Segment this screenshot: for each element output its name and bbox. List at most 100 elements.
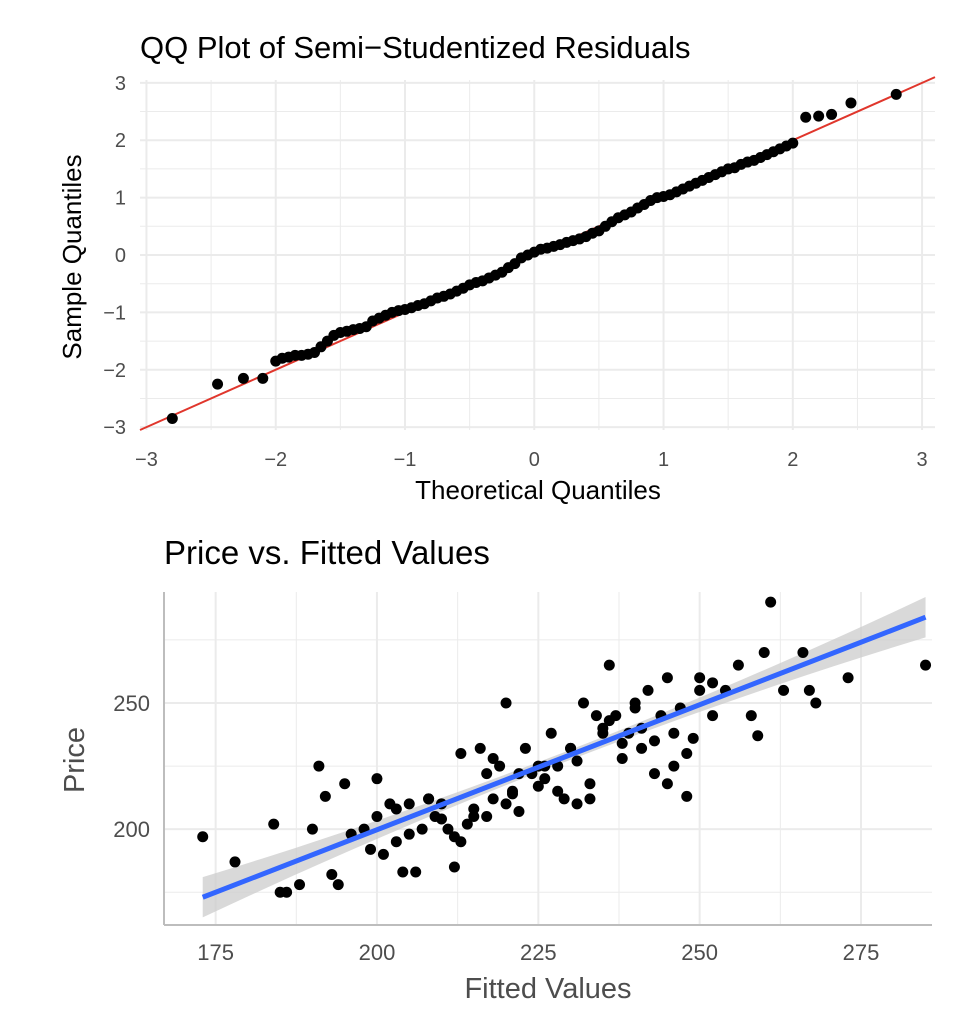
fitted-y-axis-title: Price — [59, 727, 91, 793]
fitted-point — [306, 823, 318, 835]
fitted-point — [661, 778, 673, 790]
qq-y-tick-labels: −3 −2 −1 0 1 2 3 — [103, 73, 126, 439]
fitted-point — [810, 697, 822, 709]
qq-point — [890, 88, 902, 100]
fitted-point — [778, 684, 790, 696]
qq-plot-title: QQ Plot of Semi−Studentized Residuals — [140, 30, 691, 65]
qq-point — [257, 372, 269, 384]
qq-points — [166, 88, 902, 425]
fitted-point — [797, 647, 809, 659]
fitted-point — [423, 793, 435, 805]
fitted-point — [539, 773, 551, 785]
fitted-point — [642, 684, 654, 696]
fitted-point — [448, 831, 460, 843]
fitted-point — [694, 684, 706, 696]
fitted-point — [765, 596, 777, 608]
fitted-point — [455, 747, 467, 759]
fitted-point — [403, 828, 415, 840]
fitted-point — [668, 727, 680, 739]
fitted-point — [545, 727, 557, 739]
fitted-point — [500, 697, 512, 709]
fitted-regression-line-segment — [201, 614, 927, 900]
fitted-point — [584, 778, 596, 790]
fitted-point — [681, 790, 693, 802]
qq-x-tick-label: −3 — [135, 449, 158, 471]
fitted-point — [687, 732, 699, 744]
fitted-point — [803, 684, 815, 696]
fitted-point — [732, 659, 744, 671]
fitted-point — [339, 778, 351, 790]
fitted-point — [842, 672, 854, 684]
qq-x-tick-label: 1 — [658, 449, 669, 471]
fitted-point — [758, 647, 770, 659]
fitted-plot-title: Price vs. Fitted Values — [164, 534, 490, 571]
fitted-point — [390, 836, 402, 848]
fitted-point — [507, 788, 519, 800]
fitted-point — [636, 742, 648, 754]
fitted-point — [661, 672, 673, 684]
fitted-point — [745, 710, 757, 722]
fitted-point — [468, 803, 480, 815]
qq-plot: QQ Plot of Semi−Studentized Residuals −3… — [57, 30, 936, 505]
fitted-point — [532, 780, 544, 792]
fitted-y-tick-label: 200 — [113, 817, 150, 842]
qq-y-tick-label: 1 — [115, 188, 126, 210]
fitted-point — [590, 710, 602, 722]
fitted-point — [377, 848, 389, 860]
fitted-point — [365, 843, 377, 855]
qq-y-tick-label: 2 — [115, 130, 126, 152]
qq-point — [212, 378, 224, 390]
qq-x-tick-labels: −3 −2 −1 0 1 2 3 — [135, 449, 928, 471]
fitted-point — [648, 735, 660, 747]
qq-x-tick-label: 3 — [917, 449, 928, 471]
qq-point — [845, 97, 857, 109]
fitted-point — [648, 768, 660, 780]
qq-y-tick-label: −1 — [103, 302, 126, 324]
qq-x-tick-label: 2 — [787, 449, 798, 471]
fitted-x-tick-label: 200 — [359, 940, 396, 965]
fitted-point — [571, 798, 583, 810]
fitted-point — [294, 879, 306, 891]
fitted-point — [558, 793, 570, 805]
fitted-plot: Price vs. Fitted Values 175 200 225 250 275 … — [59, 534, 932, 1005]
fitted-point — [668, 760, 680, 772]
fitted-point — [707, 677, 719, 689]
fitted-point — [577, 697, 589, 709]
fitted-point — [694, 672, 706, 684]
fitted-point — [487, 793, 499, 805]
qq-point — [787, 137, 799, 149]
fitted-x-tick-label: 275 — [843, 940, 880, 965]
fitted-point — [552, 785, 564, 797]
qq-point — [826, 108, 838, 120]
fitted-regression-line — [201, 614, 927, 900]
fitted-point — [707, 710, 719, 722]
fitted-y-tick-labels: 200 250 — [113, 691, 150, 842]
fitted-point — [416, 823, 428, 835]
qq-x-tick-label: 0 — [529, 449, 540, 471]
fitted-point — [390, 803, 402, 815]
fitted-point — [481, 768, 493, 780]
qq-y-tick-label: 3 — [115, 73, 126, 95]
fitted-point — [461, 818, 473, 830]
fitted-y-tick-label: 250 — [113, 691, 150, 716]
qq-point — [166, 413, 178, 425]
fitted-point — [326, 869, 338, 881]
fitted-gridlines — [164, 592, 932, 925]
fitted-point — [197, 831, 209, 843]
qq-y-tick-label: −3 — [103, 417, 126, 439]
fitted-point — [474, 742, 486, 754]
fitted-x-axis-title: Fitted Values — [464, 973, 631, 1005]
fitted-point — [371, 773, 383, 785]
qq-y-axis-title: Sample Quantiles — [57, 154, 87, 359]
qq-x-axis-title: Theoretical Quantiles — [415, 475, 661, 505]
qq-point — [237, 372, 249, 384]
fitted-point — [410, 866, 422, 878]
fitted-point — [319, 790, 331, 802]
fitted-point — [752, 730, 764, 742]
fitted-point — [313, 760, 325, 772]
fitted-point — [281, 886, 293, 898]
fitted-point — [494, 760, 506, 772]
fitted-point — [229, 856, 241, 868]
fitted-point — [629, 702, 641, 714]
fitted-point — [603, 715, 615, 727]
